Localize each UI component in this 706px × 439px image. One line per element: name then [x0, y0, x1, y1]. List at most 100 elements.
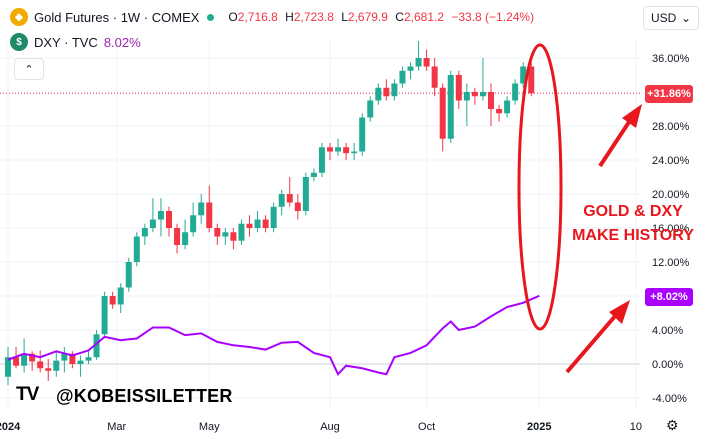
candle [327, 143, 333, 160]
dxy-symbol-label: DXY · TVC [34, 34, 98, 50]
candle-body [69, 353, 76, 364]
candle [302, 172, 309, 216]
candle [198, 194, 205, 224]
candle [174, 223, 181, 254]
candle [310, 168, 317, 182]
y-tick-label: 4.00% [652, 325, 683, 337]
candle-body [528, 66, 535, 94]
chevron-up-icon: ⌃ [24, 63, 34, 76]
gear-icon[interactable]: ⚙ [666, 417, 679, 433]
currency-select[interactable]: USD ⌄ [643, 6, 699, 30]
candle-body [157, 211, 164, 220]
candle [512, 79, 519, 105]
market-status-dot-icon [207, 13, 215, 21]
candle [504, 96, 511, 118]
candle-body [463, 92, 470, 101]
candle-body [407, 66, 414, 71]
candle [431, 58, 438, 97]
candle-body [359, 117, 366, 152]
candle-body [45, 368, 52, 371]
candle [335, 138, 342, 156]
candle [109, 291, 116, 309]
change-value: −33.8 (−1.24%) [451, 10, 535, 24]
candle [45, 358, 52, 381]
candle-body [278, 194, 285, 207]
candle [133, 232, 140, 267]
candle-body [294, 202, 301, 211]
candle [53, 351, 60, 377]
candle [222, 228, 229, 245]
x-tick-label: Mar [107, 421, 126, 433]
candle [85, 351, 92, 364]
candle [141, 223, 148, 245]
y-axis-labels: 36.00%32.00%28.00%24.00%20.00%16.00%12.0… [652, 53, 690, 405]
candle-body [512, 83, 519, 101]
y-tick-label: 28.00% [652, 121, 690, 133]
candle-body [455, 75, 462, 101]
candle [125, 257, 132, 292]
candle-body [318, 147, 325, 173]
high-value: 2,723.8 [293, 10, 334, 24]
candle [214, 223, 221, 245]
candle-body [21, 353, 28, 366]
candle [262, 215, 269, 233]
y-tick-label: 16.00% [652, 223, 690, 235]
candle-body [141, 228, 148, 237]
candle-body [471, 92, 478, 97]
candle-body [423, 58, 430, 67]
candle [528, 62, 535, 97]
arrow-up-dxy [565, 300, 630, 374]
candle-body [302, 177, 309, 211]
y-tick-label: 36.00% [652, 53, 690, 65]
candle-body [399, 70, 406, 84]
candle [318, 143, 325, 177]
candle-body [214, 228, 221, 237]
candle-body [206, 202, 213, 228]
candle-body [383, 87, 390, 97]
currency-label: USD [651, 11, 677, 25]
candle [230, 228, 237, 250]
y-tick-label: -4.00% [652, 393, 687, 405]
candle [367, 96, 374, 122]
candle-body [367, 100, 374, 118]
candle [343, 143, 350, 160]
candle [294, 194, 301, 220]
candle-body [37, 361, 44, 369]
candle [407, 62, 414, 80]
candle-body [254, 219, 261, 228]
candle [383, 79, 390, 101]
candle [488, 83, 494, 126]
gold-legend[interactable]: ◆ Gold Futures · 1W · COMEX O2,716.8 H2,… [10, 8, 534, 26]
ohlc-values: O2,716.8 H2,723.8 L2,679.9 C2,681.2 −33.… [228, 10, 535, 24]
dxy-legend[interactable]: $ DXY · TVC 8.02% [10, 33, 141, 51]
x-tick-label: 2025 [527, 421, 551, 433]
x-tick-label: Aug [320, 421, 340, 433]
candle-body [335, 147, 342, 152]
close-value: 2,681.2 [403, 10, 445, 24]
candle-body [190, 215, 197, 233]
candle-body [431, 66, 438, 88]
candle-body [327, 147, 333, 152]
candle [157, 198, 164, 237]
candle-body [198, 202, 205, 216]
candle [463, 83, 470, 126]
candle-body [125, 262, 132, 288]
candle-body [149, 219, 156, 228]
collapse-legend-button[interactable]: ⌃ [14, 58, 44, 80]
candle [149, 198, 156, 233]
candle-body [479, 92, 486, 97]
y-tick-label: 20.00% [652, 189, 690, 201]
annotation-text: GOLD & DXY MAKE HISTORY [563, 200, 703, 248]
annotation-line-1: GOLD & DXY [583, 203, 683, 220]
candle [278, 189, 285, 216]
candle [520, 62, 527, 88]
candle [455, 70, 462, 109]
dxy-symbol-icon: $ [10, 33, 28, 51]
candle [415, 41, 422, 71]
candle [61, 347, 68, 373]
gold-last-value-tag: +31.86% [645, 85, 693, 103]
watermark-handle: @KOBEISSILETTER [56, 386, 233, 406]
x-tick-label: Oct [418, 421, 435, 433]
candle [206, 185, 213, 233]
